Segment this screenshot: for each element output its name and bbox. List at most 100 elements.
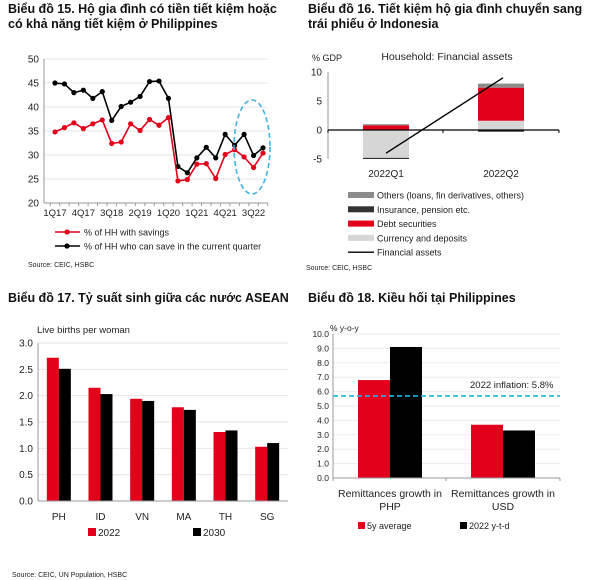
bar-segment: [363, 130, 409, 158]
bar: [213, 432, 226, 501]
x-tick-label: TH: [219, 512, 232, 523]
y-tick-label: -5: [313, 155, 322, 166]
inflation-label: 2022 inflation: 5.8%: [470, 380, 554, 391]
data-point: [146, 78, 153, 85]
data-point: [203, 144, 209, 150]
x-tick-label: 3Q22: [242, 208, 265, 219]
x-tick-label: 2022Q2: [483, 169, 519, 180]
y-tick-label: 9.0: [317, 343, 329, 353]
data-point: [137, 93, 143, 100]
y-tick-label: 5: [316, 97, 322, 108]
x-tick-label: PH: [52, 512, 66, 523]
data-point: [128, 99, 134, 105]
data-point: [128, 121, 134, 127]
data-point: [90, 95, 96, 101]
data-point: [71, 120, 77, 126]
data-point: [203, 161, 209, 167]
y-tick-label: 2.0: [19, 391, 33, 402]
data-point: [61, 125, 68, 131]
data-point: [52, 129, 58, 135]
y-tick-label: 0.0: [317, 473, 329, 483]
legend-label: Debt securities: [377, 219, 437, 229]
legend-label: % of HH with savings: [84, 228, 170, 238]
data-point: [241, 131, 247, 137]
x-tick-label: 4Q21: [214, 208, 237, 219]
x-tick-label: 1Q21: [185, 208, 208, 219]
data-point: [156, 122, 162, 128]
bar: [46, 357, 59, 501]
legend-swatch: [193, 528, 201, 536]
data-point: [146, 116, 153, 123]
bar: [58, 368, 71, 501]
data-point: [175, 178, 181, 184]
legend-label: 2022 y-t-d: [469, 521, 510, 531]
data-point: [99, 117, 105, 123]
bar-segment: [478, 130, 524, 132]
y-tick-label: 3.0: [317, 430, 329, 440]
chart17-title: Biểu đồ 17. Tỷ suất sinh giữa các nước A…: [8, 291, 289, 305]
y-tick-label: 1.0: [317, 459, 329, 469]
legend-marker: [64, 243, 70, 249]
bar: [142, 400, 155, 501]
data-point: [213, 155, 219, 161]
data-point: [80, 126, 86, 132]
bar-segment: [478, 83, 524, 88]
data-point: [71, 90, 77, 96]
x-tick-label: Remittances growth in: [451, 488, 555, 500]
y-tick-label: 10: [311, 68, 323, 79]
legend-swatch: [358, 522, 365, 529]
bar: [267, 443, 280, 501]
data-point: [260, 150, 266, 156]
x-tick-label: 2Q19: [128, 208, 151, 219]
chart16-title: Biểu đồ 16. Tiết kiệm hộ gia đình chuyển…: [308, 2, 583, 31]
x-tick-label: 3Q18: [100, 208, 123, 219]
y-tick-label: 2.5: [19, 365, 33, 376]
y-tick-label: 1.0: [19, 444, 33, 455]
bar: [183, 409, 196, 501]
data-point: [109, 117, 115, 124]
y-tick-label: 2.0: [317, 444, 329, 454]
legend-label: Financial assets: [377, 248, 442, 258]
bar: [130, 398, 143, 501]
bar-segment: [478, 87, 524, 121]
bar: [100, 394, 113, 501]
chart16-source: Source: CEIC, HSBC: [306, 265, 372, 272]
legend-swatch: [88, 528, 96, 536]
data-point: [213, 175, 219, 182]
bar: [358, 380, 390, 478]
data-point: [137, 127, 143, 134]
legend-swatch: [460, 522, 467, 529]
data-point: [99, 89, 105, 95]
y-tick-label: 0.0: [19, 497, 33, 508]
chart17-source: Source: CEIC, UN Population, HSBC: [12, 572, 127, 579]
x-tick-label: 1Q17: [43, 208, 66, 219]
x-tick-label: USD: [492, 501, 515, 513]
bar: [390, 346, 422, 478]
bar: [88, 387, 101, 501]
x-tick-label: SG: [260, 512, 275, 523]
chart18-title: Biểu đồ 18. Kiều hối tại Philippines: [308, 291, 516, 305]
bar: [471, 424, 503, 478]
y-tick-label: 0: [316, 126, 322, 137]
data-point: [165, 114, 172, 121]
data-point: [52, 80, 58, 86]
bar: [503, 430, 535, 478]
y-tick-label: 8.0: [317, 358, 329, 368]
data-point: [194, 155, 200, 161]
legend-swatch: [348, 220, 374, 227]
chart-subtitle: Household: Financial assets: [381, 51, 512, 63]
bar: [255, 446, 268, 501]
y-tick-label: 5.0: [317, 401, 329, 411]
chart15-source: Source: CEIC, HSBC: [28, 262, 94, 269]
data-point: [222, 131, 228, 137]
data-point: [184, 170, 190, 176]
y-tick-label: 3.0: [19, 339, 33, 350]
data-point: [109, 140, 115, 147]
x-tick-label: VN: [135, 512, 149, 523]
data-point: [118, 103, 124, 110]
legend-label: 5y average: [367, 521, 412, 531]
legend-swatch: [348, 192, 374, 198]
data-point: [241, 154, 247, 160]
legend-swatch: [348, 234, 374, 241]
x-tick-label: ID: [96, 512, 106, 523]
